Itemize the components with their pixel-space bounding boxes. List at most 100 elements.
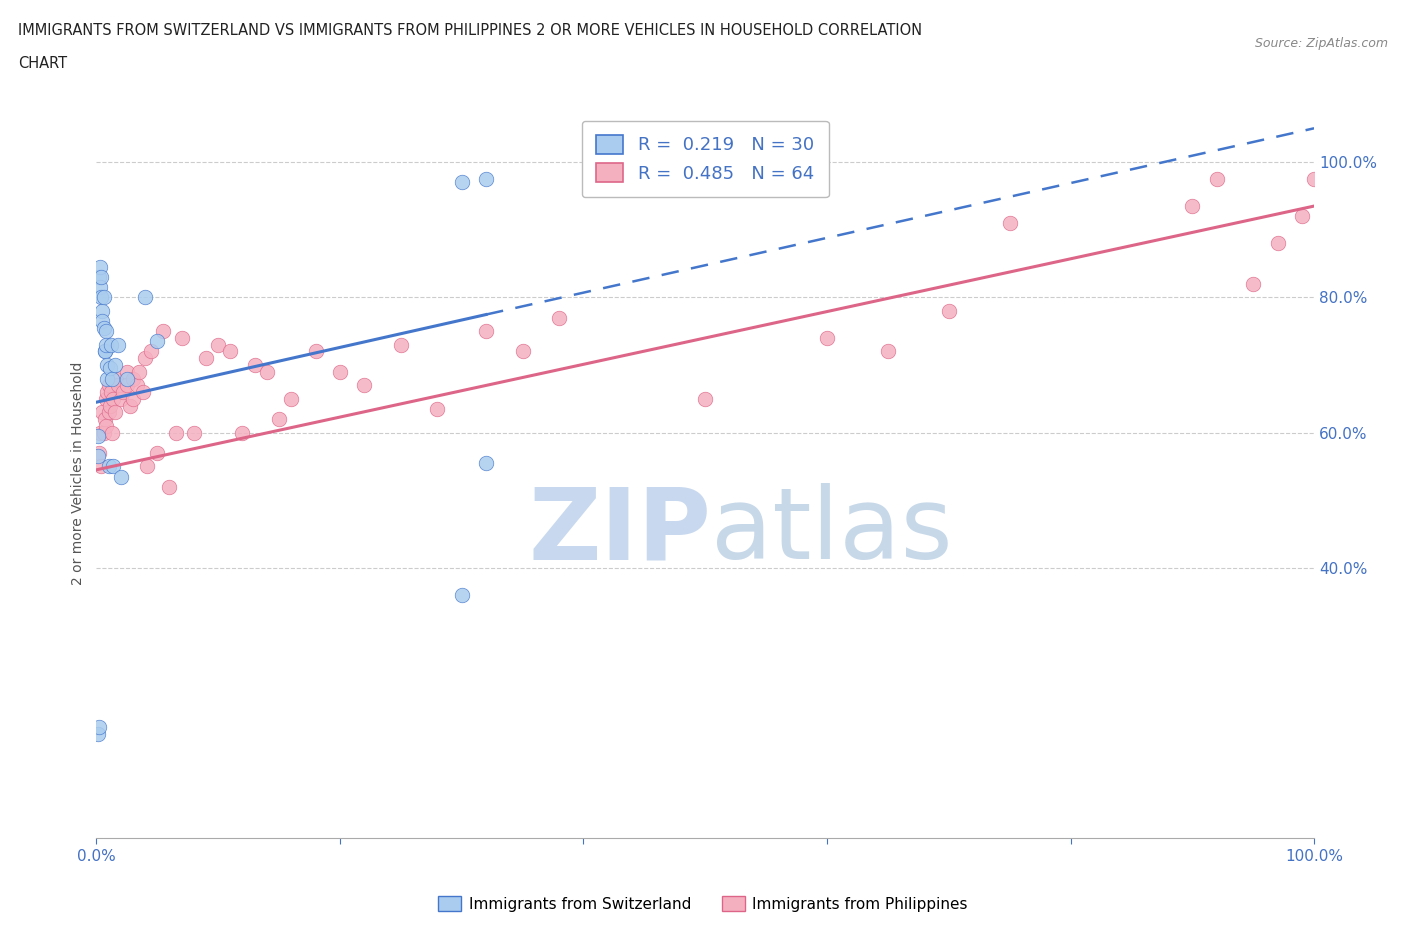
Point <box>91 405 114 419</box>
Point <box>170 330 193 345</box>
Point <box>157 479 180 494</box>
Point <box>110 469 132 484</box>
Point <box>450 588 472 603</box>
Point <box>89 280 111 295</box>
Point <box>96 357 118 372</box>
Point <box>231 425 253 440</box>
Point <box>89 259 111 274</box>
Point <box>110 392 132 406</box>
Point <box>97 378 120 392</box>
Point <box>107 378 129 392</box>
Point <box>89 425 111 440</box>
Point <box>94 344 117 359</box>
Point <box>87 720 110 735</box>
Text: IMMIGRANTS FROM SWITZERLAND VS IMMIGRANTS FROM PHILIPPINES 2 OR MORE VEHICLES IN: IMMIGRANTS FROM SWITZERLAND VS IMMIGRANT… <box>18 23 922 38</box>
Point <box>165 425 187 440</box>
Point <box>1267 236 1289 251</box>
Point <box>134 290 156 305</box>
Point <box>815 330 838 345</box>
Point <box>219 344 242 359</box>
Point <box>87 445 110 460</box>
Point <box>100 385 122 400</box>
Point <box>94 338 117 352</box>
Point <box>91 313 114 328</box>
Point <box>450 175 472 190</box>
Point <box>128 365 150 379</box>
Point <box>1291 208 1313 223</box>
Point <box>304 344 326 359</box>
Point <box>96 385 118 400</box>
Point <box>103 459 125 474</box>
Point <box>90 459 112 474</box>
Point <box>98 398 121 413</box>
Point <box>256 365 278 379</box>
Point <box>125 378 148 392</box>
Point <box>115 371 138 386</box>
Point <box>695 392 717 406</box>
Point <box>112 385 135 400</box>
Point <box>548 311 571 325</box>
Text: Source: ZipAtlas.com: Source: ZipAtlas.com <box>1254 37 1388 50</box>
Point <box>103 392 125 406</box>
Point <box>141 344 163 359</box>
Point <box>243 357 266 372</box>
Point <box>86 726 108 741</box>
Point <box>86 429 108 444</box>
Point <box>389 338 412 352</box>
Point <box>1205 171 1227 186</box>
Point <box>86 449 108 464</box>
Point <box>107 338 129 352</box>
Point <box>280 392 302 406</box>
Point <box>146 445 169 460</box>
Legend: Immigrants from Switzerland, Immigrants from Philippines: Immigrants from Switzerland, Immigrants … <box>432 889 974 918</box>
Point <box>122 392 145 406</box>
Point <box>93 290 115 305</box>
Point <box>512 344 534 359</box>
Point <box>938 303 960 318</box>
Point <box>98 361 121 376</box>
Point <box>94 324 117 339</box>
Point <box>1303 171 1326 186</box>
Point <box>475 456 498 471</box>
Point <box>93 320 115 335</box>
Legend: R =  0.219   N = 30, R =  0.485   N = 64: R = 0.219 N = 30, R = 0.485 N = 64 <box>582 121 828 197</box>
Point <box>101 425 124 440</box>
Point <box>100 338 122 352</box>
Point <box>94 418 117 433</box>
Point <box>134 351 156 365</box>
Point <box>136 459 159 474</box>
Point <box>122 371 145 386</box>
Point <box>90 290 112 305</box>
Point <box>475 324 498 339</box>
Point <box>96 371 118 386</box>
Point <box>101 371 124 386</box>
Point <box>329 365 352 379</box>
Point <box>97 459 120 474</box>
Point <box>131 385 153 400</box>
Point <box>104 405 127 419</box>
Point <box>97 405 120 419</box>
Point <box>120 398 142 413</box>
Text: atlas: atlas <box>711 484 953 580</box>
Point <box>94 412 117 427</box>
Point <box>998 216 1021 231</box>
Point <box>475 171 498 186</box>
Point <box>426 402 449 417</box>
Point <box>207 338 229 352</box>
Point <box>91 303 114 318</box>
Point <box>93 425 115 440</box>
Point <box>94 392 117 406</box>
Text: ZIP: ZIP <box>529 484 711 580</box>
Point <box>1241 276 1264 291</box>
Point <box>115 378 138 392</box>
Point <box>115 365 138 379</box>
Point <box>90 270 112 285</box>
Point <box>146 334 169 349</box>
Point <box>183 425 205 440</box>
Point <box>194 351 217 365</box>
Point <box>104 357 127 372</box>
Point <box>104 371 127 386</box>
Text: CHART: CHART <box>18 56 67 71</box>
Point <box>152 324 174 339</box>
Point <box>94 344 117 359</box>
